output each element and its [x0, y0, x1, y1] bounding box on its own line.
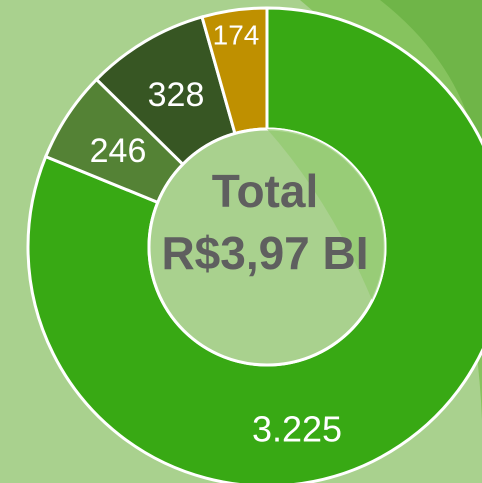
value-label: 3.225 [252, 409, 342, 450]
hole-highlight [267, 129, 385, 300]
background-stripe [380, 0, 482, 200]
value-label: 328 [148, 76, 205, 114]
value-label: 246 [90, 132, 147, 170]
center-title: Total [212, 165, 318, 217]
center-subtitle: R$3,97 BI [161, 227, 368, 279]
value-label: 174 [213, 19, 260, 50]
